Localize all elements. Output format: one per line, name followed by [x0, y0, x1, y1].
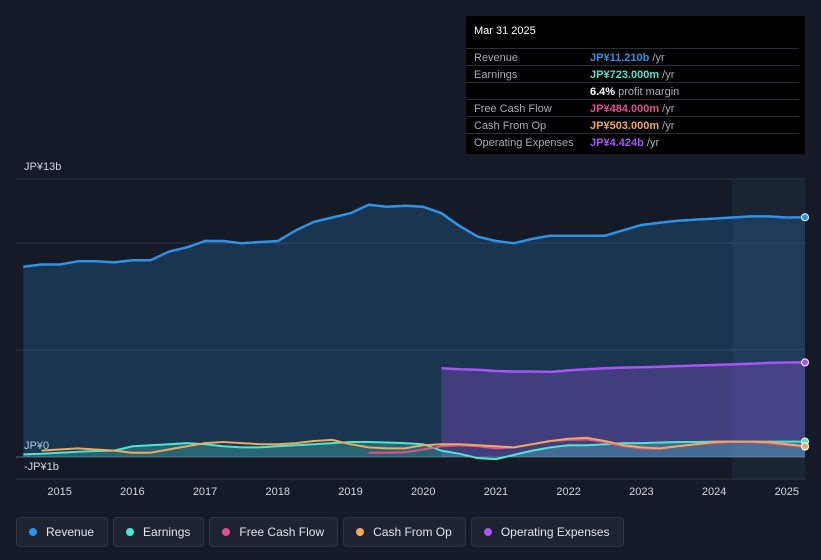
operating-expenses-line: [441, 361, 806, 374]
legend-label: Cash From Op: [373, 525, 452, 539]
legend-item-earnings[interactable]: Earnings: [113, 517, 205, 547]
tooltip-row-label: Earnings: [474, 69, 518, 81]
x-tick-label: 2022: [556, 486, 580, 498]
tooltip-row-value: JP¥484.000m /yr: [590, 103, 675, 115]
x-tick-label: 2020: [411, 486, 435, 498]
tooltip-row: Revenue JP¥11.210b /yr: [466, 48, 799, 66]
x-tick-label: 2018: [266, 486, 290, 498]
x-tick-label: 2017: [193, 486, 217, 498]
legend-label: Operating Expenses: [500, 525, 610, 539]
x-tick-label: 2019: [338, 486, 362, 498]
y-axis-label-bottom: -JP¥1b: [24, 461, 59, 473]
tooltip-row-value: JP¥4.424b /yr: [590, 137, 660, 149]
legend-dot-icon: [126, 528, 135, 536]
tooltip-row-value: JP¥723.000m /yr: [590, 69, 675, 81]
legend-item-cash-from-op[interactable]: Cash From Op: [343, 517, 466, 547]
tooltip-row-label: Free Cash Flow: [474, 103, 552, 115]
legend-item-free-cash-flow[interactable]: Free Cash Flow: [209, 517, 339, 547]
legend-label: Free Cash Flow: [239, 525, 325, 539]
tooltip-date: Mar 31 2025: [474, 25, 536, 37]
legend-dot-icon: [356, 528, 365, 536]
tooltip-row: Earnings JP¥723.000m /yr: [466, 65, 799, 83]
revenue-end-point: [801, 213, 809, 222]
tooltip-row-value: 6.4% profit margin: [590, 86, 680, 98]
tooltip-row: Free Cash Flow JP¥484.000m /yr: [466, 99, 799, 117]
legend: Revenue Earnings Free Cash Flow Cash From O…: [16, 517, 624, 549]
legend-dot-icon: [222, 528, 231, 536]
x-tick-label: 2015: [47, 486, 71, 498]
cash-from-op-end-point: [801, 442, 809, 451]
forecast-region: [732, 179, 805, 480]
revenue-line: [23, 203, 806, 268]
x-tick-label: 2024: [702, 486, 726, 498]
legend-label: Revenue: [46, 525, 95, 539]
tooltip-row: Cash From Op JP¥503.000m /yr: [466, 116, 799, 134]
revenue-area: [23, 204, 806, 457]
y-axis-label-zero: JP¥0: [24, 440, 49, 452]
legend-item-revenue[interactable]: Revenue: [16, 517, 109, 547]
operating-expenses-end-point: [801, 358, 809, 367]
tooltip-row: Operating Expenses JP¥4.424b /yr: [466, 133, 799, 151]
tooltip-panel: Mar 31 2025 Revenue JP¥11.210b /yr Earning…: [466, 16, 805, 154]
tooltip-row-value: JP¥503.000m /yr: [590, 120, 675, 132]
cash-from-op-line: [41, 436, 806, 454]
tooltip-row: 6.4% profit margin: [466, 82, 799, 100]
x-tick-label: 2025: [775, 486, 799, 498]
x-tick-label: 2021: [484, 486, 508, 498]
legend-item-operating-expenses[interactable]: Operating Expenses: [470, 517, 624, 547]
legend-label: Earnings: [143, 525, 191, 539]
legend-dot-icon: [29, 528, 37, 536]
tooltip-row-label: Cash From Op: [474, 120, 547, 132]
x-tick-label: 2016: [120, 486, 144, 498]
tooltip-row-value: JP¥11.210b /yr: [590, 52, 665, 64]
y-axis-label-top: JP¥13b: [24, 161, 61, 173]
earnings-line: [23, 440, 806, 461]
tooltip-row-label: Revenue: [474, 52, 519, 64]
legend-dot-icon: [483, 528, 492, 536]
x-tick-label: 2023: [629, 486, 653, 498]
tooltip-row-label: Operating Expenses: [474, 137, 574, 149]
operating-expenses-area: [441, 362, 805, 457]
chart: JP¥13b JP¥0 -JP¥1b 2015 2016 2017 2018 2019 2020…: [16, 161, 809, 498]
